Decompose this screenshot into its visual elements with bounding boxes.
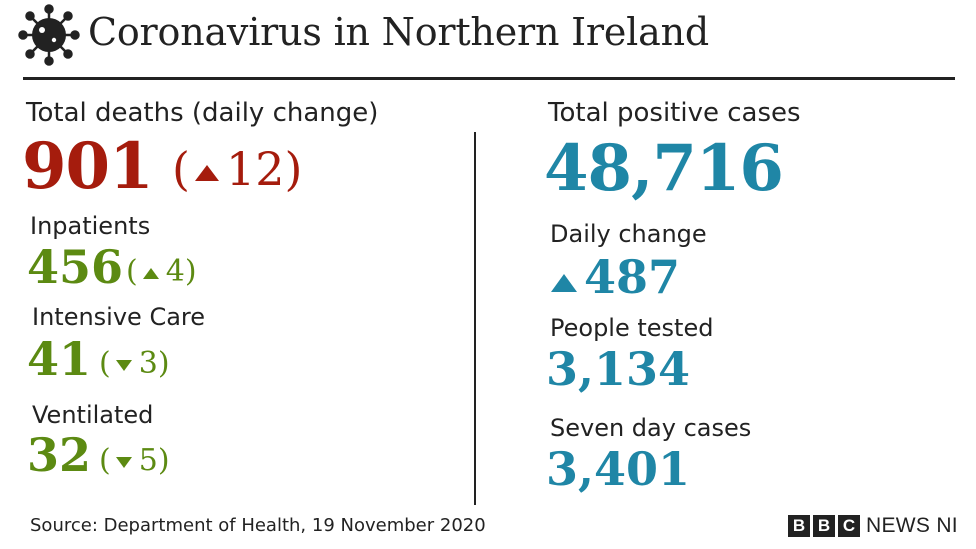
intensive-care-change-value: 3 xyxy=(138,346,158,381)
triangle-up-icon xyxy=(142,267,159,279)
bbc-logo-letter: B xyxy=(788,515,810,537)
deaths-label: Total deaths (daily change) xyxy=(26,98,379,128)
bbc-logo-letter: C xyxy=(838,515,860,537)
close-paren: ) xyxy=(184,254,197,289)
deaths-change-value: 12 xyxy=(225,142,285,196)
open-paren: ( xyxy=(99,346,111,381)
people-tested-label: People tested xyxy=(550,314,714,342)
column-divider xyxy=(474,132,476,505)
bbc-logo: B B C xyxy=(788,515,860,537)
inpatients-label: Inpatients xyxy=(30,212,151,240)
daily-change-label: Daily change xyxy=(550,220,707,248)
open-paren: ( xyxy=(126,254,138,289)
header-rule xyxy=(23,77,955,80)
inpatients-value: 456 xyxy=(27,240,124,294)
people-tested-value: 3,134 xyxy=(546,342,691,396)
triangle-down-icon xyxy=(115,456,132,468)
ventilated-value: 32 xyxy=(27,428,92,482)
close-paren: ) xyxy=(284,142,303,196)
ventilated-change-value: 5 xyxy=(138,443,158,478)
open-paren: ( xyxy=(172,142,190,196)
daily-change-value: 487 xyxy=(584,250,681,304)
positive-cases-label: Total positive cases xyxy=(548,98,801,128)
open-paren: ( xyxy=(99,443,111,478)
positive-cases-value: 48,716 xyxy=(544,131,784,206)
inpatients-change: (4) xyxy=(126,254,197,289)
ventilated-label: Ventilated xyxy=(32,401,154,429)
close-paren: ) xyxy=(157,443,170,478)
seven-day-value: 3,401 xyxy=(546,442,691,496)
bbc-logo-letter: B xyxy=(813,515,835,537)
source-note: Source: Department of Health, 19 Novembe… xyxy=(30,515,486,536)
intensive-care-value: 41 xyxy=(27,332,92,386)
intensive-care-change: (3) xyxy=(99,346,170,381)
triangle-up-icon xyxy=(551,274,577,292)
coronavirus-icon xyxy=(18,4,80,66)
bbc-news-ni-text: NEWS NI xyxy=(866,514,958,537)
close-paren: ) xyxy=(157,346,170,381)
page-title: Coronavirus in Northern Ireland xyxy=(88,10,709,54)
deaths-value: 901 xyxy=(22,129,154,204)
ventilated-change: (5) xyxy=(99,443,170,478)
inpatients-change-value: 4 xyxy=(165,254,185,289)
deaths-change: (12) xyxy=(172,142,302,196)
seven-day-label: Seven day cases xyxy=(550,414,752,442)
intensive-care-label: Intensive Care xyxy=(32,303,206,331)
triangle-up-icon xyxy=(194,165,219,181)
triangle-down-icon xyxy=(115,359,132,371)
daily-change-value-wrap: 487 xyxy=(550,250,680,304)
